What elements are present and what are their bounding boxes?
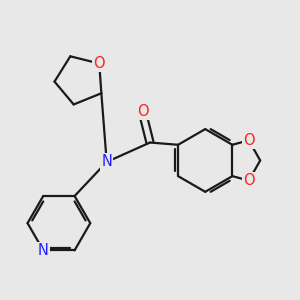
Text: N: N xyxy=(101,154,112,169)
Text: O: O xyxy=(137,104,148,119)
Text: O: O xyxy=(94,56,105,71)
Text: N: N xyxy=(38,243,49,258)
Text: O: O xyxy=(243,133,255,148)
Text: O: O xyxy=(243,173,255,188)
